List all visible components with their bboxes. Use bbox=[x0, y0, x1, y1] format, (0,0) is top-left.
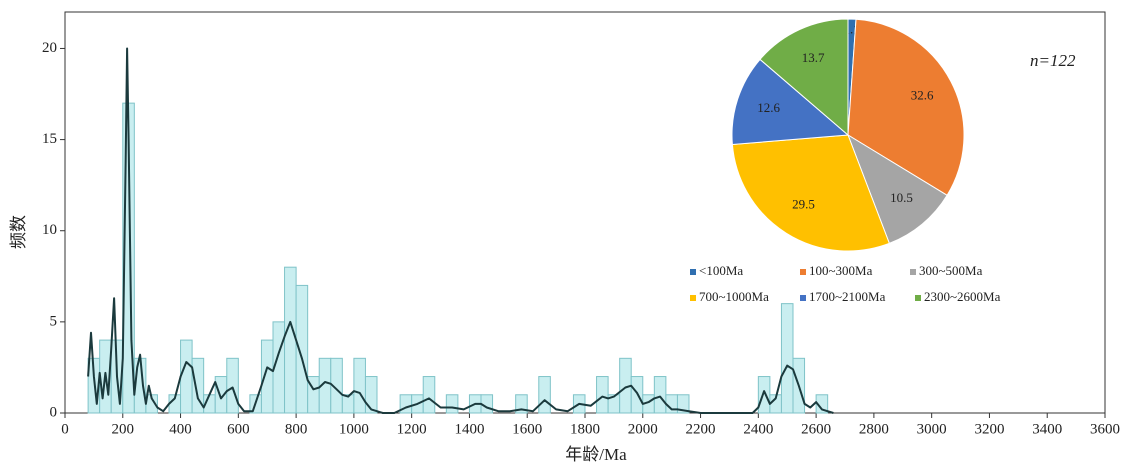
slice-label: 10.5 bbox=[890, 190, 913, 205]
legend-swatch bbox=[800, 269, 806, 275]
x-tick-label: 0 bbox=[61, 421, 69, 437]
slice-label: 32.6 bbox=[911, 88, 934, 103]
legend-swatch bbox=[690, 269, 696, 275]
bar bbox=[364, 376, 378, 414]
pie-slice bbox=[759, 18, 849, 137]
y-tick-label: 0 bbox=[50, 404, 58, 420]
legend-label: 2300~2600Ma bbox=[924, 289, 1001, 304]
x-tick-label: 1200 bbox=[397, 421, 427, 437]
x-tick-label: 1800 bbox=[570, 421, 600, 437]
legend-swatch bbox=[800, 295, 806, 301]
y-tick-label: 20 bbox=[42, 40, 57, 56]
x-tick-label: 200 bbox=[112, 421, 135, 437]
x-tick-label: 3000 bbox=[917, 421, 947, 437]
x-tick-label: 2200 bbox=[686, 421, 716, 437]
x-tick-label: 2600 bbox=[801, 421, 831, 437]
bar bbox=[284, 266, 297, 414]
bar bbox=[757, 376, 771, 414]
bar bbox=[226, 357, 239, 414]
y-tick-label: 15 bbox=[42, 131, 57, 147]
x-tick-label: 1400 bbox=[454, 421, 484, 437]
x-tick-label: 800 bbox=[285, 421, 308, 437]
legend-swatch bbox=[910, 269, 916, 275]
legend-swatch bbox=[690, 295, 696, 301]
x-axis-label: 年龄/Ma bbox=[565, 445, 627, 464]
pie-slice bbox=[731, 134, 890, 252]
pie-slice bbox=[847, 18, 965, 196]
legend-swatch bbox=[915, 295, 921, 301]
x-tick-label: 2000 bbox=[628, 421, 658, 437]
bar bbox=[515, 394, 528, 414]
legend-label: 1700~2100Ma bbox=[809, 289, 886, 304]
bar bbox=[596, 376, 609, 414]
bar bbox=[538, 376, 551, 414]
x-tick-label: 2800 bbox=[859, 421, 889, 437]
bar bbox=[422, 376, 436, 414]
bar bbox=[295, 284, 309, 414]
bar bbox=[653, 376, 667, 414]
y-tick-label: 5 bbox=[50, 313, 58, 329]
x-tick-label: 3600 bbox=[1090, 421, 1120, 437]
slice-label: 13.7 bbox=[802, 50, 825, 65]
bar bbox=[353, 357, 366, 414]
x-tick-label: 600 bbox=[227, 421, 250, 437]
slice-label: 12.6 bbox=[757, 100, 780, 115]
x-tick-label: 3200 bbox=[974, 421, 1004, 437]
bar bbox=[676, 394, 690, 414]
bar bbox=[260, 339, 274, 414]
density-line bbox=[87, 47, 834, 414]
legend-label: <100Ma bbox=[699, 263, 743, 278]
bar bbox=[330, 357, 343, 414]
slice-label: 29.5 bbox=[792, 197, 815, 212]
y-tick-label: 10 bbox=[42, 222, 57, 238]
x-tick-label: 2400 bbox=[743, 421, 773, 437]
legend-label: 700~1000Ma bbox=[699, 289, 769, 304]
bar bbox=[780, 303, 794, 414]
x-tick-label: 1000 bbox=[339, 421, 369, 437]
bar bbox=[180, 339, 193, 414]
legend-label: 300~500Ma bbox=[919, 263, 983, 278]
pie-slice bbox=[731, 58, 850, 146]
x-tick-label: 1600 bbox=[512, 421, 542, 437]
x-tick-label: 3400 bbox=[1032, 421, 1062, 437]
legend-label: 100~300Ma bbox=[809, 263, 873, 278]
x-tick-label: 400 bbox=[169, 421, 192, 437]
pie-slice bbox=[847, 133, 948, 245]
y-axis-label: 频数 bbox=[9, 215, 28, 249]
bar bbox=[191, 357, 205, 414]
bar bbox=[445, 394, 459, 414]
plot-frame bbox=[64, 11, 1106, 414]
annotation: n=122 bbox=[1030, 51, 1076, 70]
bar bbox=[815, 394, 829, 414]
